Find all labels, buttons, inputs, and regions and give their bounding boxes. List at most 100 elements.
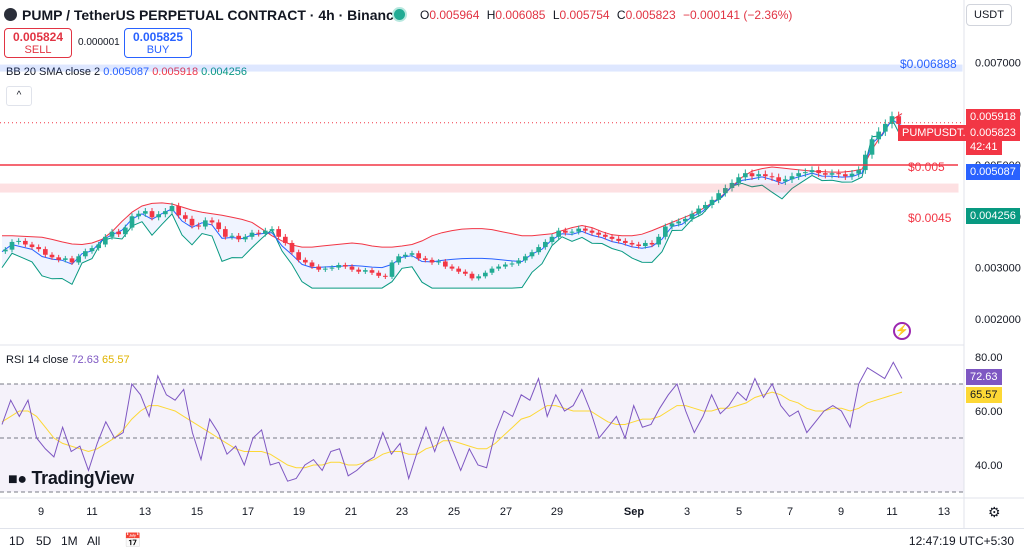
candle-body [143,211,148,214]
buy-button[interactable]: 0.005825 BUY [124,28,192,58]
candle-body [409,253,415,255]
ohlc-readout: O0.005964 H0.006085 L0.005754 C0.005823 … [420,8,796,22]
candle-body [383,275,388,277]
rsi-ma-badge: 65.57 [966,387,1002,403]
candle-body [243,236,248,240]
candle-body [23,240,28,245]
candle-body [583,228,588,231]
candle-body [716,193,721,200]
date-range-calendar-icon[interactable]: 📅 [124,532,142,548]
candle-body [349,266,355,270]
candle-body [369,270,375,273]
bb-legend-basis: 0.005087 [103,66,150,78]
candle-body [43,249,48,255]
bollinger-bands [1,113,903,289]
candle-body [543,241,548,248]
time-axis[interactable]: 9 11 13 15 17 19 21 23 25 27 29 Sep 3 5 7 9 11 13 [0,497,1024,518]
candle-body [316,266,321,270]
time-tick-label: 29 [551,506,563,518]
candlesticks [3,111,901,281]
timeframe-1d[interactable]: 1D [9,534,25,548]
collapse-legend-button[interactable]: ^ [6,86,32,106]
sell-button[interactable]: 0.005824 SELL [4,28,72,58]
bb-upper-badge: 0.005918 [966,109,1020,125]
level-top-zone [0,64,963,72]
candle-body [696,208,701,214]
candle-body [536,247,541,253]
candle-body [136,213,141,217]
candle-body [449,266,455,269]
time-tick-label: 3 [684,506,690,518]
currency-button[interactable]: USDT [966,4,1012,26]
settings-gear-icon[interactable]: ⚙ [988,504,1001,520]
candle-body [429,259,435,263]
timeframe-5d[interactable]: 5D [36,534,52,548]
candle-body [296,252,301,260]
candle-body [703,204,708,209]
candle-body [216,222,221,230]
timeframe-1m[interactable]: 1M [61,534,78,548]
candle-body [83,251,88,257]
rsi-legend-name: RSI 14 close [6,354,69,366]
flash-icon[interactable]: ⚡ [893,322,911,340]
candle-body [636,244,641,247]
countdown-badge: 42:41 [966,139,1002,155]
candle-body [743,173,748,178]
candle-body [663,226,668,237]
candle-body [609,236,615,239]
ohlc-close-key: C [616,8,626,22]
bb-legend[interactable]: BB 20 SMA close 2 0.005087 0.005918 0.00… [6,66,247,78]
ohlc-close-value: 0.005823 [625,8,676,22]
time-tick-label: 5 [736,506,742,518]
candle-body [623,240,628,243]
clock[interactable]: 12:47:19 UTC+5:30 [908,534,1014,548]
candle-body [223,229,228,237]
candle-body [169,206,175,212]
time-tick-label: 27 [500,506,512,518]
candle-body [29,244,35,248]
tradingview-logo-text: TradingView [31,468,134,488]
candle-body [596,232,601,235]
candle-body [896,116,901,124]
time-tick-label: 13 [139,506,151,518]
sell-price: 0.005824 [12,30,64,44]
rsi-tick-label: 80.00 [975,352,1003,364]
price-axis[interactable]: 0.0070000.0060000.0050000.0040000.003000… [963,0,1021,528]
candle-body [149,211,155,218]
timeframe-all[interactable]: All [87,534,101,548]
candle-body [863,154,868,171]
candle-body [803,172,808,174]
rsi-line [1,361,903,482]
ohlc-change-value: −0.000141 (−2.36%) [683,8,793,22]
rsi-legend-ma: 65.57 [102,354,130,366]
candle-body [189,218,195,226]
level-top-label: $0.006888 [900,57,957,71]
candle-body [323,268,328,270]
rsi-legend-value: 72.63 [71,354,99,366]
candle-body [849,173,855,177]
candle-body [283,236,288,243]
candle-body [396,256,401,263]
chart-title[interactable]: PUMP / TetherUS PERPETUAL CONTRACT · 4h … [22,7,402,23]
time-tick-label: 21 [345,506,357,518]
candle-body [443,261,448,267]
candle-body [883,123,888,132]
candle-body [776,177,781,182]
candle-body [236,235,241,240]
rsi-legend[interactable]: RSI 14 close 72.63 65.57 [6,354,130,366]
sell-label: SELL [24,44,52,56]
candle-body [489,268,495,273]
candle-body [603,234,608,237]
candle-body [63,258,68,260]
candle-body [263,230,268,234]
bottom-toolbar [0,528,1024,551]
buy-price: 0.005825 [132,30,184,44]
tradingview-logo[interactable]: ■● TradingView [8,468,134,489]
price-tick-label: 0.003000 [975,263,1021,275]
ohlc-open-value: 0.005964 [429,8,480,22]
candle-body [796,173,801,177]
candle-body [549,236,555,242]
market-status-icon[interactable] [394,9,405,20]
candle-body [416,253,421,259]
